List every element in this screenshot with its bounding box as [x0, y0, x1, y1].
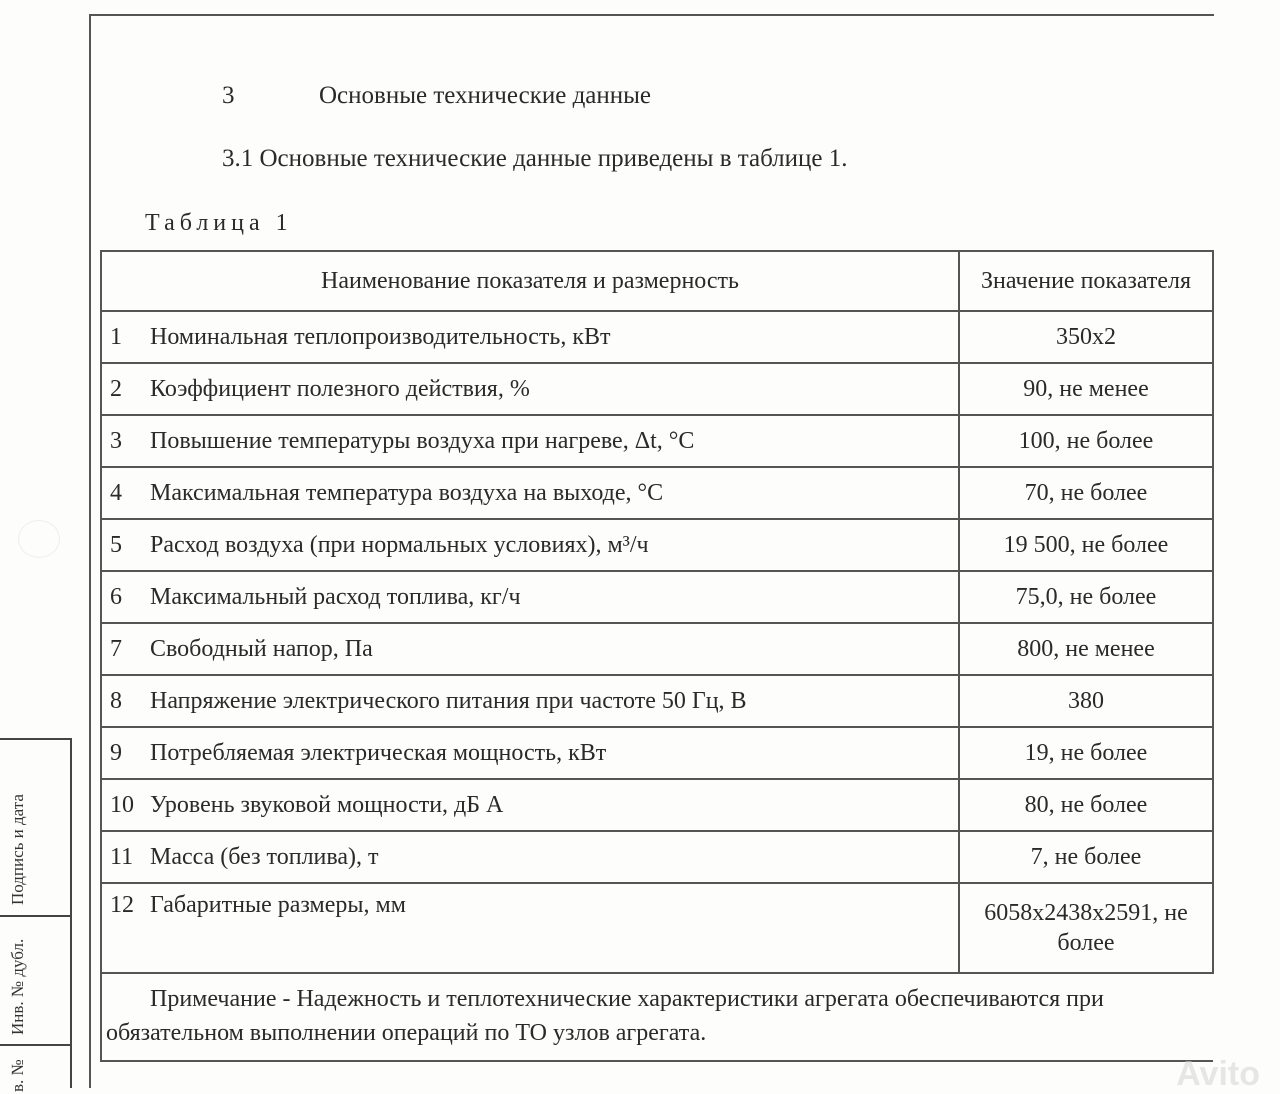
row-value: 75,0, не более: [958, 570, 1214, 624]
row-name: 2 Коэффициент полезного действия, %: [100, 362, 960, 416]
row-label: Напряжение электрического питания при ча…: [150, 687, 747, 714]
row-value: 380: [958, 674, 1214, 728]
table-row: 3 Повышение температуры воздуха при нагре…: [100, 414, 1214, 468]
table-note: Примечание - Надежность и теплотехническ…: [100, 972, 1213, 1062]
table-row: 9 Потребляемая электрическая мощность, кВ…: [100, 726, 1214, 780]
table-row: 12 Габаритные размеры, мм 6058х2438х2591, …: [100, 882, 1214, 974]
row-label: Свободный напор, Па: [150, 635, 373, 662]
row-label: Номинальная теплопроизводительность, кВт: [150, 323, 611, 350]
row-label: Коэффициент полезного действия, %: [150, 375, 530, 402]
row-label: Повышение температуры воздуха при нагрев…: [150, 427, 695, 454]
intro-paragraph: 3.1 Основные технические данные приведен…: [222, 145, 848, 172]
row-name: 8 Напряжение электрического питания при ч…: [100, 674, 960, 728]
row-label: Расход воздуха (при нормальных условиях)…: [150, 531, 649, 558]
specs-table: Наименование показателя и размерность Зн…: [100, 250, 1214, 1062]
row-number: 6: [110, 583, 122, 610]
row-label: Максимальная температура воздуха на выхо…: [150, 479, 664, 506]
row-name: 9 Потребляемая электрическая мощность, кВ…: [100, 726, 960, 780]
row-number: 1: [110, 323, 122, 350]
row-name: 12 Габаритные размеры, мм: [100, 882, 960, 974]
watermark: Avito: [1176, 1055, 1260, 1093]
page-frame-left: [89, 14, 91, 1088]
table-row: 4 Максимальная температура воздуха на вых…: [100, 466, 1214, 520]
row-number: 8: [110, 687, 122, 714]
section-number: 3: [222, 82, 235, 109]
header-name: Наименование показателя и размерность: [100, 250, 960, 312]
row-name: 5 Расход воздуха (при нормальных условиях…: [100, 518, 960, 572]
stamp-inv-partial: в. №: [8, 1059, 27, 1092]
row-number: 2: [110, 375, 122, 402]
row-label: Уровень звуковой мощности, дБ А: [150, 791, 504, 818]
row-value: 100, не более: [958, 414, 1214, 468]
row-value: 7, не более: [958, 830, 1214, 884]
row-value: 19 500, не более: [958, 518, 1214, 572]
row-label: Масса (без топлива), т: [150, 843, 379, 870]
table-row: 10 Уровень звуковой мощности, дБ А 80, не …: [100, 778, 1214, 832]
table-caption: Таблица 1: [145, 210, 293, 236]
table-row: 1 Номинальная теплопроизводительность, кВ…: [100, 310, 1214, 364]
row-name: 4 Максимальная температура воздуха на вых…: [100, 466, 960, 520]
row-value: 70, не более: [958, 466, 1214, 520]
punch-hole: [18, 520, 60, 558]
row-value: 350х2: [958, 310, 1214, 364]
section-heading: 3 Основные технические данные: [222, 82, 651, 110]
table-row: 7 Свободный напор, Па 800, не менее: [100, 622, 1214, 676]
row-label: Потребляемая электрическая мощность, кВт: [150, 739, 607, 766]
row-number: 5: [110, 531, 122, 558]
row-number: 10: [110, 791, 134, 818]
table-row: 8 Напряжение электрического питания при ч…: [100, 674, 1214, 728]
section-title: Основные технические данные: [319, 82, 652, 109]
row-label: Габаритные размеры, мм: [150, 892, 406, 918]
page-frame-top: [90, 14, 1214, 16]
row-value: 80, не более: [958, 778, 1214, 832]
row-number: 3: [110, 427, 122, 454]
row-number: 11: [110, 843, 134, 870]
table-row: 11 Масса (без топлива), т 7, не более: [100, 830, 1214, 884]
row-value: 90, не менее: [958, 362, 1214, 416]
header-value: Значение показателя: [958, 250, 1214, 312]
row-value: 6058х2438х2591, не более: [958, 882, 1214, 974]
row-number: 4: [110, 479, 122, 506]
row-name: 10 Уровень звуковой мощности, дБ А: [100, 778, 960, 832]
stamp-inv-dubl: Инв. № дубл.: [8, 938, 27, 1035]
row-value: 19, не более: [958, 726, 1214, 780]
table-row: 6 Максимальный расход топлива, кг/ч 75,0, …: [100, 570, 1214, 624]
row-label: Максимальный расход топлива, кг/ч: [150, 583, 521, 610]
row-value: 800, не менее: [958, 622, 1214, 676]
table-row: 2 Коэффициент полезного действия, % 90, не…: [100, 362, 1214, 416]
row-name: 11 Масса (без топлива), т: [100, 830, 960, 884]
row-number: 12: [110, 892, 134, 918]
row-name: 3 Повышение температуры воздуха при нагре…: [100, 414, 960, 468]
row-number: 7: [110, 635, 122, 662]
row-name: 1 Номинальная теплопроизводительность, кВ…: [100, 310, 960, 364]
row-name: 7 Свободный напор, Па: [100, 622, 960, 676]
row-number: 9: [110, 739, 122, 766]
row-name: 6 Максимальный расход топлива, кг/ч: [100, 570, 960, 624]
table-row: 5 Расход воздуха (при нормальных условиях…: [100, 518, 1214, 572]
stamp-signature-date: Подпись и дата: [8, 794, 27, 905]
